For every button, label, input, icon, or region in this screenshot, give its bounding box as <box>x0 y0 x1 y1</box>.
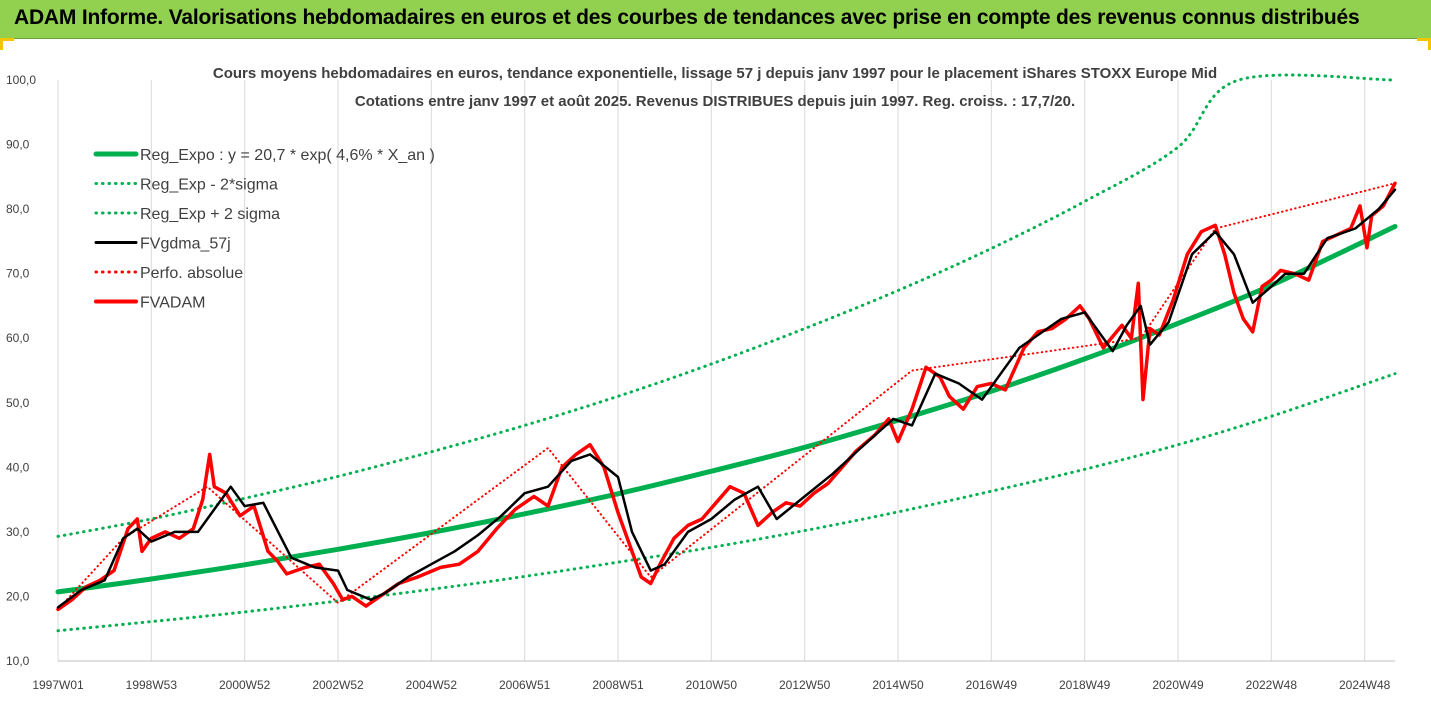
x-tick-label: 2002W52 <box>312 678 364 692</box>
legend-label: FVgdma_57j <box>140 236 231 253</box>
x-tick-label: 2000W52 <box>219 678 271 692</box>
series-line-4 <box>57 182 1396 611</box>
x-tick-label: 2024W48 <box>1339 678 1391 692</box>
y-tick-label: 70,0 <box>6 267 30 281</box>
x-tick-label: 2010W50 <box>686 678 738 692</box>
legend-label: Reg_Exp - 2*sigma <box>140 177 278 194</box>
x-tick-label: 2012W50 <box>779 678 831 692</box>
gridlines <box>57 80 1366 661</box>
x-tick-label: 2006W51 <box>499 678 551 692</box>
series-line-0 <box>55 224 1398 595</box>
y-tick-label: 90,0 <box>6 138 30 152</box>
legend-label: FVADAM <box>140 295 205 312</box>
series-line-3 <box>56 188 1397 609</box>
x-tick-label: 1997W01 <box>32 678 84 692</box>
series-line-2 <box>56 73 1397 538</box>
x-tick-label: 2014W50 <box>872 678 924 692</box>
x-tick-label: 2022W48 <box>1246 678 1298 692</box>
x-tick-label: 2020W49 <box>1152 678 1204 692</box>
x-tick-label: 1998W53 <box>126 678 178 692</box>
chart-svg: 1997W01 1998W53 2000W52 2002W52 2004W52 2006W… <box>6 65 1398 692</box>
y-tick-label: 40,0 <box>6 460 30 474</box>
y-tick-label: 100,0 <box>6 73 36 87</box>
legend-label: Reg_Expo : y = 20,7 * exp( 4,6% * X_an ) <box>140 147 435 164</box>
y-tick-label: 30,0 <box>6 525 30 539</box>
y-tick-label: 20,0 <box>6 589 30 603</box>
legend-label: Reg_Exp + 2 sigma <box>140 206 280 223</box>
title-banner: ADAM Informe. Valorisations hebdomadaire… <box>0 0 1431 39</box>
x-tick-label: 2004W52 <box>406 678 458 692</box>
x-tick-label: 2008W51 <box>592 678 644 692</box>
axes: 1997W01 1998W53 2000W52 2002W52 2004W52 2006W… <box>6 73 1395 692</box>
y-tick-label: 60,0 <box>6 331 30 345</box>
banner-title: ADAM Informe. Valorisations hebdomadaire… <box>14 6 1360 29</box>
chart-area: 1997W01 1998W53 2000W52 2002W52 2004W52 2006W… <box>0 40 1431 718</box>
legend-label: Perfo. absolue <box>140 265 243 282</box>
chart-subtitle: Cotations entre janv 1997 et août 2025. … <box>355 93 1075 110</box>
x-tick-label: 2016W49 <box>966 678 1018 692</box>
corner-marker-left <box>0 38 14 41</box>
y-tick-label: 50,0 <box>6 396 30 410</box>
series-line-5 <box>56 181 1397 612</box>
corner-marker-left-vertical <box>0 38 3 50</box>
corner-marker-right <box>1417 38 1431 41</box>
x-tick-label: 2018W49 <box>1059 678 1111 692</box>
legend: Reg_Expo : y = 20,7 * exp( 4,6% * X_an )… <box>93 147 435 312</box>
series-line-1 <box>56 372 1397 633</box>
y-tick-label: 80,0 <box>6 202 30 216</box>
y-tick-label: 10,0 <box>6 654 30 668</box>
series <box>55 73 1398 633</box>
chart-title: Cours moyens hebdomadaires en euros, ten… <box>213 65 1217 82</box>
corner-marker-right-vertical <box>1428 38 1431 50</box>
